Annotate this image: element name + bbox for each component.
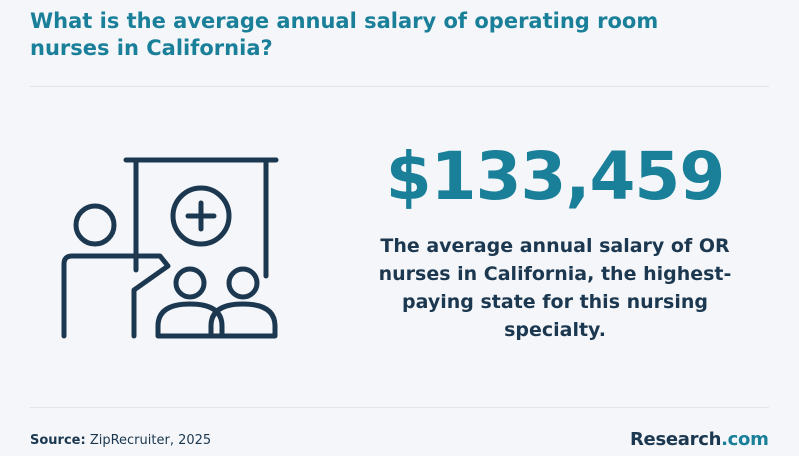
presentation-with-medical-cross-icon <box>61 157 279 339</box>
brand-logo: Research.com <box>630 428 769 452</box>
brand-suffix: .com <box>721 429 769 450</box>
source-value: ZipRecruiter, 2025 <box>85 433 212 448</box>
source-line: Source: ZipRecruiter, 2025 <box>30 432 211 450</box>
salary-description: The average annual salary of OR nurses i… <box>378 235 732 341</box>
page-title: What is the average annual salary of ope… <box>30 9 659 60</box>
source-label: Source: <box>30 433 86 448</box>
bottom-divider <box>30 407 769 408</box>
salary-value: $133,459 <box>385 138 726 215</box>
brand-name: Research <box>630 429 722 450</box>
top-divider <box>30 86 769 87</box>
